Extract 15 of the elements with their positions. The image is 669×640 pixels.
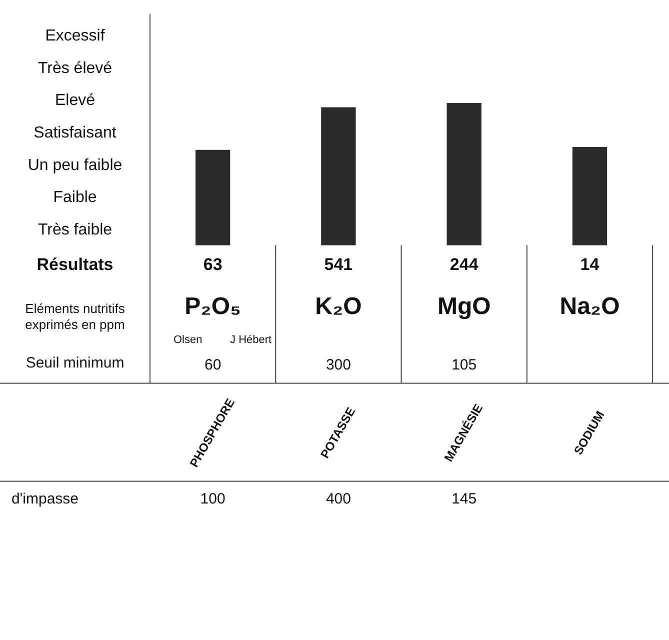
text: 400 xyxy=(326,490,351,508)
text: Très faible xyxy=(38,222,112,239)
text: Satisfaisant xyxy=(34,124,117,142)
bar xyxy=(446,103,482,246)
bar xyxy=(321,107,356,246)
text: Excessif xyxy=(45,27,106,44)
text: Faible xyxy=(53,189,97,206)
text: Elevé xyxy=(54,92,96,110)
bar xyxy=(572,147,608,246)
text: d'impasse xyxy=(11,490,79,508)
text: 100 xyxy=(200,490,226,508)
bar xyxy=(195,150,230,246)
text: Très élevé xyxy=(38,60,112,77)
text: 145 xyxy=(452,490,477,508)
text: Un peu faible xyxy=(28,156,122,174)
